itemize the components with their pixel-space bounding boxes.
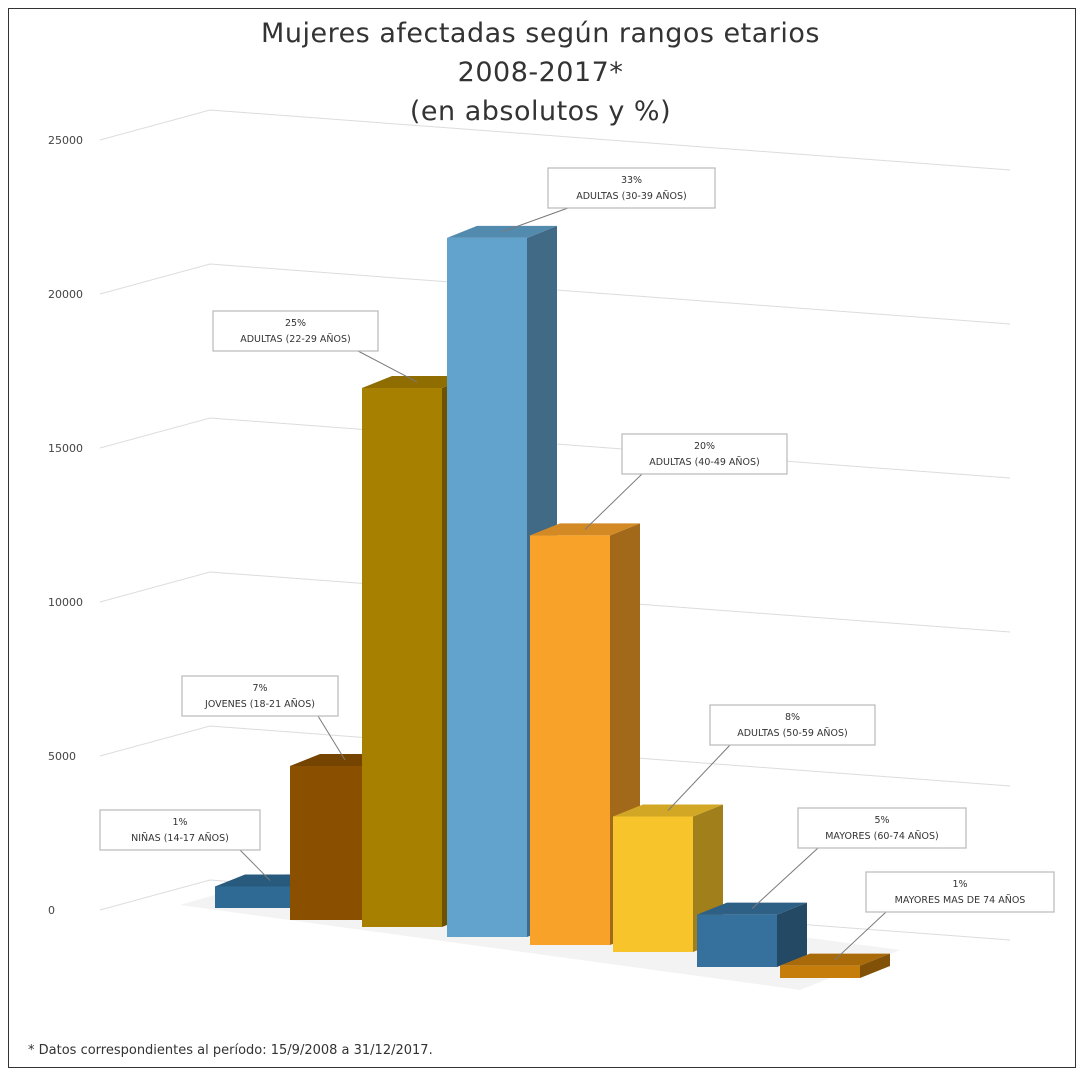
- gridlines: 0 5000 10000 15000 20000 25000: [48, 109, 1011, 941]
- callout-leader: [584, 473, 643, 530]
- callout-leader: [317, 715, 346, 761]
- callout-leader: [751, 847, 819, 910]
- callout-box: [797, 807, 967, 849]
- percent-label: 7%: [252, 683, 267, 694]
- callout-box: [709, 704, 876, 746]
- bar-front: [530, 535, 610, 945]
- gridline: [99, 263, 1011, 325]
- callout-leaders: [239, 207, 887, 961]
- gridline: [99, 725, 1011, 787]
- bar-front: [362, 388, 442, 927]
- category-label: MAYORES (60-74 AÑOS): [825, 831, 939, 842]
- category-label: ADULTAS (30-39 AÑOS): [576, 191, 687, 202]
- category-label: NIÑAS (14-17 AÑOS): [131, 833, 229, 844]
- callout-leader: [239, 849, 271, 881]
- percent-label: 1%: [952, 879, 967, 890]
- chart-title-line-2: 2008-2017*: [457, 57, 624, 88]
- footnote: * Datos correspondientes al período: 15/…: [28, 1043, 433, 1058]
- chart-title-line-1: Mujeres afectadas según rangos etarios: [261, 18, 820, 49]
- callout-leader: [501, 207, 569, 233]
- percent-label: 1%: [172, 817, 187, 828]
- percent-label: 25%: [285, 318, 306, 329]
- y-tick-label: 5000: [48, 750, 76, 763]
- bars: [215, 225, 890, 978]
- percent-label: 5%: [874, 815, 889, 826]
- callout-leader: [357, 350, 418, 383]
- bar: [697, 902, 807, 967]
- callouts: 1% NIÑAS (14-17 AÑOS) 7% JOVENES (18-21 AÑO…: [99, 167, 1055, 913]
- callout-leader: [667, 744, 731, 811]
- chart-title-line-3: (en absolutos y %): [409, 96, 672, 127]
- callout-leader: [834, 911, 887, 961]
- callout-box: [181, 675, 339, 717]
- percent-label: 20%: [694, 441, 715, 452]
- gridline: [99, 109, 1011, 171]
- callout-box: [621, 433, 788, 475]
- bar-front: [447, 237, 527, 938]
- category-label: JOVENES (18-21 AÑOS): [204, 699, 315, 710]
- bar-front: [613, 816, 693, 952]
- percent-label: 8%: [785, 712, 800, 723]
- percent-label: 33%: [621, 175, 642, 186]
- bar-front: [215, 886, 295, 908]
- bar-side: [777, 902, 807, 967]
- y-tick-label: 20000: [48, 288, 83, 301]
- category-label: ADULTAS (40-49 AÑOS): [649, 457, 760, 468]
- bar-front: [290, 766, 370, 920]
- y-tick-label: 10000: [48, 596, 83, 609]
- bar-front: [780, 965, 860, 978]
- callout-box: [212, 310, 379, 352]
- category-label: MAYORES MAS DE 74 AÑOS: [895, 895, 1026, 906]
- bar-side: [860, 953, 890, 978]
- callout-box: [99, 809, 261, 851]
- y-tick-label: 0: [48, 904, 55, 917]
- y-tick-label: 25000: [48, 134, 83, 147]
- gridline: [99, 571, 1011, 633]
- bar-front: [697, 914, 777, 967]
- callout-box: [865, 871, 1055, 913]
- y-tick-label: 15000: [48, 442, 83, 455]
- bar-chart-3d: 0 5000 10000 15000 20000 25000 1% NIÑAS (14-17…: [48, 109, 1055, 990]
- category-label: ADULTAS (50-59 AÑOS): [737, 728, 848, 739]
- category-label: ADULTAS (22-29 AÑOS): [240, 334, 351, 345]
- callout-box: [547, 167, 716, 209]
